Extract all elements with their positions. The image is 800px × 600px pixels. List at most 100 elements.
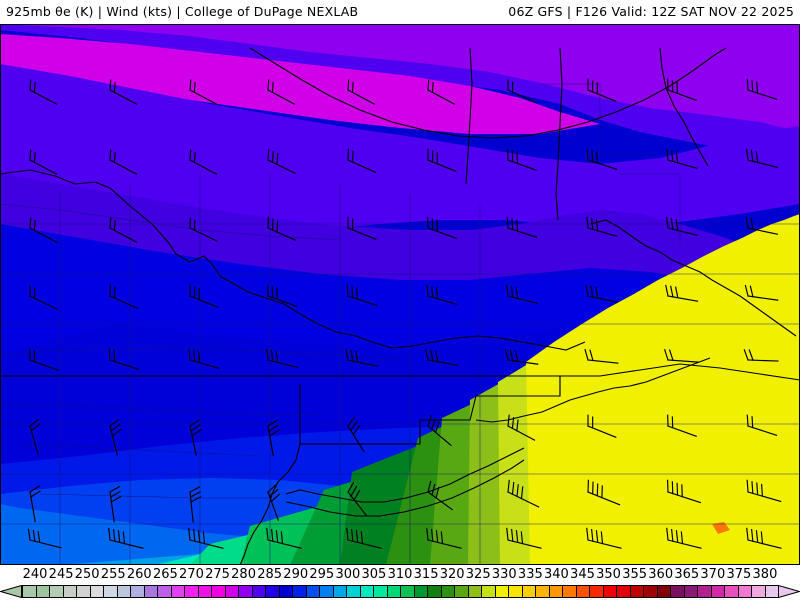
color-swatch	[157, 585, 172, 598]
color-scale-tick-label: 240	[22, 567, 48, 582]
wind-barb	[189, 419, 202, 457]
color-swatch	[575, 585, 590, 598]
wind-barb	[347, 216, 377, 240]
color-swatch	[427, 585, 442, 598]
wind-barb	[427, 148, 457, 172]
wind-barb	[29, 217, 58, 243]
color-swatch	[116, 585, 131, 598]
wind-barb	[29, 485, 41, 523]
wind-barb	[507, 148, 537, 171]
wind-barb	[265, 348, 298, 368]
color-scale-tick-label: 300	[335, 567, 361, 582]
wind-barb	[667, 479, 702, 504]
colorbar-over-arrow	[778, 585, 800, 598]
header-bar: 925mb θe (K) | Wind (kts) | College of D…	[0, 0, 800, 24]
color-swatch	[211, 585, 226, 598]
color-swatch	[710, 585, 725, 598]
wind-barb	[427, 415, 452, 447]
wind-barb	[587, 78, 617, 102]
color-swatch	[670, 585, 685, 598]
color-swatch	[305, 585, 320, 598]
wind-barb	[663, 349, 699, 363]
color-scale-tick-label: 360	[648, 567, 674, 582]
color-swatch	[238, 585, 253, 598]
wind-barb	[27, 528, 62, 549]
wind-barb	[267, 148, 296, 174]
color-swatch	[535, 585, 550, 598]
color-swatch	[251, 585, 266, 598]
wind-barb	[188, 527, 224, 549]
color-swatch	[278, 585, 293, 598]
color-swatch	[467, 585, 482, 598]
wind-barb	[347, 79, 376, 105]
wind-barb	[426, 284, 458, 305]
color-swatch	[562, 585, 577, 598]
wind-barb	[29, 348, 59, 371]
color-swatch	[413, 585, 428, 598]
wind-barb	[587, 479, 621, 506]
wind-barb	[29, 418, 41, 456]
color-swatch	[197, 585, 212, 598]
color-swatch	[400, 585, 415, 598]
color-swatch	[724, 585, 739, 598]
color-swatch	[62, 585, 77, 598]
wind-barb	[109, 284, 139, 309]
color-swatch	[170, 585, 185, 598]
wind-barb	[347, 481, 368, 517]
wind-barb	[267, 216, 297, 241]
forecast-map-canvas[interactable]	[0, 24, 800, 565]
wind-barb	[746, 479, 782, 503]
wind-barb	[667, 414, 697, 437]
color-swatch	[697, 585, 712, 598]
wind-barb	[108, 527, 144, 549]
color-scale-tick-label: 375	[726, 567, 752, 582]
color-scale-tick-label: 335	[517, 567, 543, 582]
color-scale-tick-label: 315	[413, 567, 439, 582]
header-left-text: 925mb θe (K) | Wind (kts) | College of D…	[6, 4, 359, 19]
wind-barb	[427, 216, 457, 239]
color-swatch	[643, 585, 658, 598]
wind-barb	[745, 148, 778, 168]
color-scale-tick-label: 270	[179, 567, 204, 582]
wind-barb	[665, 284, 699, 302]
wind-barb	[347, 148, 377, 173]
color-swatch	[89, 585, 104, 598]
wind-barb	[745, 216, 779, 235]
header-right-text: 06Z GFS | F126 Valid: 12Z SAT NOV 22 202…	[508, 4, 794, 19]
wind-barb	[267, 284, 297, 307]
color-swatch	[454, 585, 469, 598]
color-scale-tick-label: 320	[439, 567, 465, 582]
color-swatch	[143, 585, 158, 598]
county-boundaries	[0, 83, 800, 565]
wind-barb	[746, 527, 782, 549]
wind-barb	[109, 79, 138, 105]
color-scale-tick-label: 340	[543, 567, 569, 582]
color-swatch	[22, 585, 37, 598]
color-swatch	[521, 585, 536, 598]
color-scale-tick-label: 250	[74, 567, 100, 582]
wind-barb	[267, 484, 281, 521]
color-scale-tick-label: 280	[231, 567, 256, 582]
color-scale-tick-label: 355	[622, 567, 648, 582]
wind-barb	[426, 527, 462, 549]
wind-barb	[189, 284, 219, 308]
wind-barb	[189, 79, 218, 105]
wind-barb	[666, 527, 702, 549]
color-swatch	[656, 585, 671, 598]
color-swatch	[35, 585, 50, 598]
wind-barb	[506, 216, 538, 238]
wind-barb	[585, 284, 619, 303]
color-scale-tick-label: 305	[361, 567, 387, 582]
wind-barb	[507, 79, 537, 103]
color-swatch	[103, 585, 118, 598]
color-swatch	[265, 585, 280, 598]
wind-barb	[189, 149, 218, 175]
color-swatch	[440, 585, 455, 598]
theta-e-contour-fills	[0, 24, 800, 565]
color-scale-tick-label: 285	[257, 567, 283, 582]
wind-barb	[29, 79, 58, 105]
color-scale-tick-label: 265	[152, 567, 178, 582]
wind-barb	[665, 216, 698, 236]
wind-barb	[504, 348, 539, 365]
color-swatch	[373, 585, 388, 598]
